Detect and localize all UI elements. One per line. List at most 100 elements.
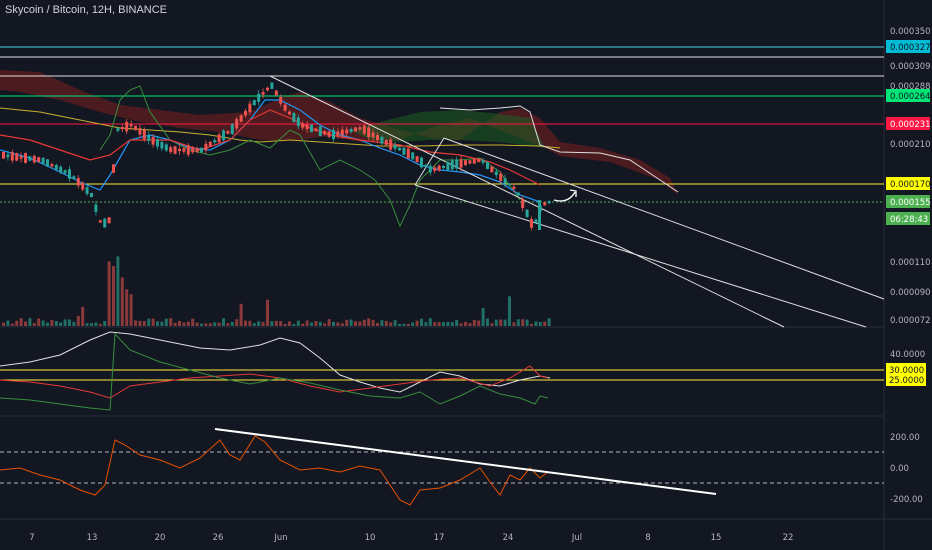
candle-body xyxy=(503,178,507,184)
candle-body xyxy=(274,90,278,96)
candle-body xyxy=(310,124,313,133)
volume-bar xyxy=(411,322,415,326)
candle-body xyxy=(376,135,379,141)
chart-title: Skycoin / Bitcoin, 12H, BINANCE xyxy=(5,4,168,16)
candle-body xyxy=(508,183,511,186)
volume-bar xyxy=(481,307,485,326)
volume-bar xyxy=(230,321,234,326)
volume-bar xyxy=(142,321,146,326)
candle-body xyxy=(323,131,327,135)
candle-body xyxy=(389,139,393,150)
volume-bar xyxy=(296,320,300,326)
candle-body xyxy=(90,192,93,198)
candle-body xyxy=(481,160,485,163)
candle-body xyxy=(134,125,137,131)
candle-body xyxy=(252,100,256,106)
candle-body xyxy=(305,124,309,130)
time-axis-label: Jun xyxy=(273,533,287,543)
price-axis-label: 0.000090 xyxy=(890,288,931,298)
price-axis[interactable]: 0.000350 0.000309 0.000288 0.000210 0.000110… xyxy=(886,27,931,326)
candle-body xyxy=(398,147,401,151)
volume-bar xyxy=(508,296,511,326)
volume-bar xyxy=(402,323,406,326)
candle-body xyxy=(530,219,533,228)
volume-bar xyxy=(90,323,93,326)
volume-bar xyxy=(112,265,115,326)
candle-body xyxy=(415,156,419,163)
candle-body xyxy=(494,171,498,176)
volume-bar xyxy=(173,322,177,326)
volume-bar xyxy=(208,323,212,326)
candle-body xyxy=(428,165,432,173)
volume-bar xyxy=(332,321,335,326)
ind1-tag-bg xyxy=(886,363,926,376)
candle-body xyxy=(81,182,85,190)
volume-bar xyxy=(340,323,344,326)
candle-body xyxy=(173,146,177,154)
channel-top-line xyxy=(443,137,885,300)
volume-bar xyxy=(54,321,58,326)
candle-body xyxy=(358,127,362,130)
volume-bar xyxy=(406,323,410,326)
volume-bar xyxy=(129,294,133,326)
time-axis-label: 17 xyxy=(434,533,445,543)
candle-body xyxy=(138,128,142,135)
volume-bar xyxy=(415,320,419,326)
price-tag-bg xyxy=(886,117,930,130)
candle-body xyxy=(512,186,516,190)
channel-bottom-line xyxy=(269,75,785,328)
volume-bar xyxy=(270,321,274,326)
candle-body xyxy=(525,209,529,218)
volume-bar xyxy=(217,322,221,326)
volume-bar xyxy=(151,318,155,326)
volume-bar xyxy=(336,322,340,326)
volume-bar xyxy=(191,318,195,326)
ind1-axis-label: 40.0000 xyxy=(890,350,925,360)
volume-bar xyxy=(499,319,503,326)
volume-bar xyxy=(195,322,199,326)
candle-body xyxy=(450,160,454,170)
candle-body xyxy=(164,144,168,151)
volume-series xyxy=(2,256,551,326)
volume-bar xyxy=(472,319,476,326)
time-axis-label: 13 xyxy=(87,533,98,543)
candle-body xyxy=(283,104,287,111)
price-axis-label: 0.000288 xyxy=(890,82,931,92)
volume-bar xyxy=(349,319,353,326)
volume-bar xyxy=(318,321,322,326)
indicator2-axis[interactable]: 200.00 0.00 -200.00 xyxy=(890,433,923,505)
time-axis[interactable]: 7 13 20 26 Jun 10 17 24 Jul 8 15 22 xyxy=(29,533,793,543)
volume-bar xyxy=(160,321,164,326)
candle-body xyxy=(120,127,124,130)
volume-bar xyxy=(244,320,247,326)
candle-body xyxy=(28,156,32,161)
candle-body xyxy=(235,119,239,129)
volume-bar xyxy=(248,320,252,326)
ind2-cci-line xyxy=(0,435,549,506)
candle-body xyxy=(442,165,445,169)
candle-body xyxy=(147,135,151,141)
volume-bar xyxy=(288,321,291,326)
volume-bar xyxy=(107,261,111,326)
volume-bar xyxy=(169,318,173,326)
volume-bar xyxy=(94,322,98,326)
ichimoku-yellow-line xyxy=(0,107,561,149)
volume-bar xyxy=(19,318,23,326)
ind1-di-green xyxy=(0,332,549,411)
volume-bar xyxy=(252,323,256,326)
candle-body xyxy=(248,103,252,113)
volume-bar xyxy=(442,322,445,326)
candle-body xyxy=(2,152,5,159)
volume-bar xyxy=(116,256,120,326)
candle-body xyxy=(98,220,102,223)
candle-body xyxy=(402,147,406,155)
volume-bar xyxy=(420,318,423,326)
candle-body xyxy=(230,124,234,134)
price-tag-bg xyxy=(886,89,930,102)
volume-bar xyxy=(525,319,529,326)
candle-body xyxy=(200,147,203,153)
price-axis-label: 0.000110 xyxy=(890,258,931,268)
volume-bar xyxy=(103,321,107,326)
